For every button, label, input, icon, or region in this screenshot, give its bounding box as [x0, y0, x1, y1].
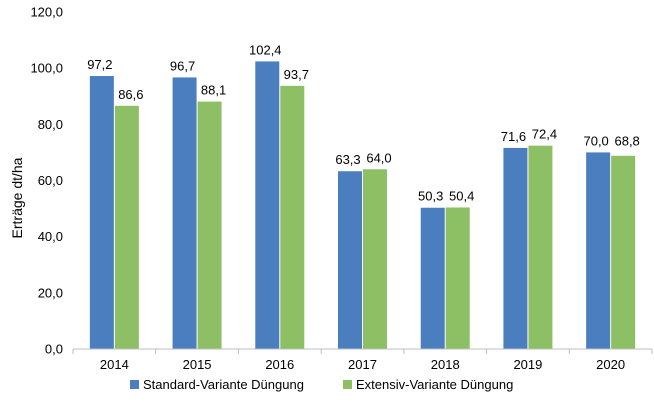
bar-standard-2020: [586, 152, 611, 349]
bars: [89, 61, 636, 350]
legend-swatch-extensiv: [343, 380, 352, 389]
data-label-extensiv-2017: 64,0: [366, 150, 391, 165]
bar-extensiv-2014: [114, 105, 139, 349]
x-tick-label: 2019: [513, 357, 542, 372]
data-label-standard-2014: 97,2: [87, 57, 112, 72]
bar-extensiv-2015: [197, 101, 222, 349]
legend-label-extensiv: Extensiv-Variante Düngung: [356, 377, 513, 392]
x-axis-ticks: [72, 349, 653, 354]
y-tick-label: 100,0: [30, 61, 63, 76]
data-label-extensiv-2016: 93,7: [284, 67, 309, 82]
x-tick-label: 2018: [431, 357, 460, 372]
legend-label-standard: Standard-Variante Düngung: [143, 377, 304, 392]
bar-standard-2018: [420, 207, 445, 349]
bar-standard-2015: [172, 77, 197, 349]
bar-extensiv-2017: [363, 169, 387, 349]
bar-standard-2014: [89, 76, 114, 349]
bar-extensiv-2020: [611, 155, 636, 349]
data-label-extensiv-2015: 88,1: [201, 83, 226, 98]
y-axis-tick-labels: 0,0 20,0 40,0 60,0 80,0 100,0 120,0: [30, 5, 63, 357]
data-label-extensiv-2019: 72,4: [532, 127, 557, 142]
y-axis-title: Erträge dt/ha: [9, 157, 25, 238]
x-tick-label: 2016: [265, 357, 294, 372]
y-tick-label: 60,0: [38, 173, 63, 188]
y-tick-label: 20,0: [38, 285, 63, 300]
data-label-standard-2017: 63,3: [335, 152, 360, 167]
bar-extensiv-2018: [445, 207, 470, 349]
data-label-extensiv-2014: 86,6: [118, 87, 143, 102]
data-label-standard-2020: 70,0: [583, 133, 608, 148]
x-tick-label: 2020: [596, 357, 625, 372]
bar-standard-2016: [255, 61, 280, 349]
x-tick-label: 2014: [100, 357, 129, 372]
legend-swatch-standard: [130, 380, 139, 389]
y-tick-label: 40,0: [38, 229, 63, 244]
data-label-extensiv-2020: 68,8: [614, 133, 639, 148]
data-labels: 97,2 86,6 96,7 88,1 102,493,7 63,3 64,0 50,3 50,…: [87, 42, 640, 203]
x-axis-tick-labels: 2014 2015 2016 2017 2018 2019 2020: [100, 357, 625, 372]
bar-extensiv-2016: [280, 85, 305, 350]
bar-standard-2017: [338, 171, 362, 349]
bar-extensiv-2019: [528, 145, 553, 349]
data-label-standard-2018: 50,3: [418, 189, 443, 204]
data-label-standard-2019: 71,6: [501, 129, 526, 144]
x-tick-label: 2015: [183, 357, 212, 372]
bar-standard-2019: [503, 147, 528, 349]
x-tick-label: 2017: [348, 357, 377, 372]
y-tick-label: 0,0: [45, 342, 63, 357]
y-tick-label: 80,0: [38, 117, 63, 132]
legend: Standard-Variante Düngung Extensiv-Varian…: [130, 377, 513, 392]
data-label-standard-2015: 96,7: [170, 58, 195, 73]
data-label-standard-2016: 102,4: [249, 42, 282, 57]
data-label-extensiv-2018: 50,4: [449, 188, 474, 203]
y-tick-label: 120,0: [30, 5, 63, 20]
